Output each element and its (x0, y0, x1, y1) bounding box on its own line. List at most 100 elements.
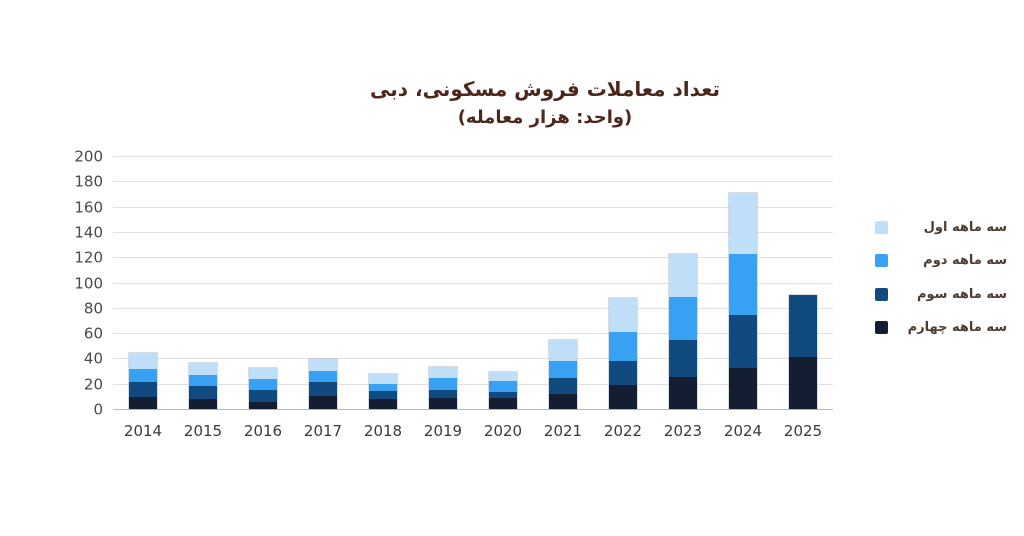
bar-segment-q3-2021 (549, 378, 577, 395)
legend-item-q4: سه ماهه چهارم (875, 320, 1007, 335)
bar-segment-q2-2016 (249, 378, 277, 390)
bar-segment-q2-2023 (669, 296, 697, 341)
bar-segment-q1-2021 (549, 340, 577, 362)
y-axis-tick-label-80: 80 (83, 299, 103, 318)
bar-segment-q1-2020 (489, 371, 517, 382)
bar-segment-q1-2016 (249, 368, 277, 379)
gridline-40 (113, 358, 833, 360)
bar-segment-q3-2025 (789, 294, 817, 357)
x-axis-label-2020: 2020 (483, 422, 523, 440)
x-axis: 2014 2015 2016 2017 2018 2019 2020 2021 2022 2023… (113, 424, 833, 446)
bar-2016 (248, 367, 278, 410)
bar-segment-q1-2015 (189, 362, 217, 376)
chart-title-line1: تعداد معاملات فروش مسکونی، دبی (370, 77, 720, 101)
bar-segment-q4-2021 (549, 394, 577, 409)
legend-label-q4: سه ماهه چهارم (907, 320, 1007, 336)
x-axis-label-2015: 2015 (183, 422, 223, 440)
bar-2018 (368, 373, 398, 410)
x-axis-label-2019: 2019 (423, 422, 463, 440)
gridline-0 (113, 409, 833, 410)
bar-2021 (548, 339, 578, 410)
bar-2019 (428, 365, 458, 410)
y-axis: 0 20 40 60 80 100 120 140 160 180 200 (40, 149, 103, 417)
legend-item-q1: سه ماهه اول (875, 220, 1007, 235)
gridline-80 (113, 307, 833, 309)
y-axis-tick-label-40: 40 (83, 349, 103, 368)
bar-segment-q4-2024 (729, 367, 757, 409)
bar-segment-q4-2022 (609, 385, 637, 409)
legend-item-q2: سه ماهه دوم (875, 253, 1007, 268)
x-axis-label-2017: 2017 (303, 422, 343, 440)
bar-segment-q1-2017 (309, 359, 337, 372)
bar-segment-q2-2021 (549, 361, 577, 379)
gridline-20 (113, 383, 833, 385)
bar-segment-q1-2014 (128, 352, 157, 369)
bar-segment-q1-2022 (609, 298, 637, 332)
bar-segment-q2-2019 (429, 377, 457, 390)
bar-2015 (188, 361, 218, 410)
bar-segment-q2-2020 (489, 381, 517, 393)
bar-segment-q4-2017 (309, 395, 337, 409)
legend-swatch-q4 (875, 321, 888, 335)
bar-2024 (728, 192, 758, 410)
x-axis-label-2024: 2024 (723, 422, 763, 440)
bar-segment-q3-2023 (669, 340, 697, 377)
bar-2023 (668, 253, 698, 410)
y-axis-tick-label-100: 100 (74, 274, 103, 292)
bar-segment-q3-2015 (189, 385, 217, 400)
y-axis-tick-label-160: 160 (74, 198, 103, 217)
bar-segment-q1-2024 (729, 193, 757, 254)
bar-segment-q2-2014 (128, 368, 157, 383)
legend-item-q3: سه ماهه سوم (875, 287, 1007, 302)
bar-segment-q2-2022 (609, 331, 637, 361)
bar-segment-q1-2019 (429, 366, 457, 378)
bar-segment-q2-2017 (309, 371, 337, 383)
x-axis-label-2022: 2022 (603, 422, 643, 440)
y-axis-tick-label-60: 60 (83, 324, 103, 343)
legend-label-q3: سه ماهه سوم (916, 286, 1007, 302)
bar-segment-q4-2019 (429, 398, 457, 410)
y-axis-tick-label-140: 140 (74, 223, 103, 242)
bar-segment-q3-2018 (369, 391, 397, 400)
bar-segment-q4-2020 (489, 398, 517, 409)
gridline-140 (113, 231, 833, 233)
bar-2017 (308, 358, 338, 410)
bar-segment-q4-2023 (669, 376, 697, 409)
gridline-180 (113, 181, 833, 183)
legend-swatch-q1 (875, 221, 888, 234)
x-axis-label-2014: 2014 (123, 422, 163, 440)
gridline-200 (113, 156, 833, 157)
bar-segment-q4-2014 (128, 396, 157, 409)
legend-swatch-q3 (875, 287, 888, 301)
bar-segment-q3-2020 (489, 392, 517, 399)
bar-2025 (788, 293, 818, 410)
y-axis-tick-label-200: 200 (74, 147, 103, 166)
legend-swatch-q2 (875, 254, 888, 268)
gridline-160 (113, 206, 833, 208)
bar-2020 (488, 370, 518, 410)
chart-title-subtitle: (واحد: هزار معامله) (457, 107, 633, 128)
x-axis-label-2016: 2016 (243, 422, 283, 440)
bar-segment-q4-2018 (369, 399, 397, 409)
gridline-120 (113, 257, 833, 259)
y-axis-tick-label-120: 120 (74, 248, 103, 267)
bar-segment-q3-2019 (429, 389, 457, 399)
gridline-60 (113, 333, 833, 335)
x-axis-label-2023: 2023 (663, 422, 703, 440)
bar-segment-q1-2023 (669, 254, 697, 297)
bar-segment-q3-2024 (729, 315, 757, 368)
bar-segment-q2-2015 (189, 375, 217, 386)
bar-segment-q3-2014 (128, 382, 157, 397)
y-axis-tick-label-20: 20 (83, 375, 103, 394)
bar-segment-q4-2015 (189, 399, 217, 409)
y-axis-tick-label-180: 180 (74, 172, 103, 191)
bar-segment-q2-2018 (369, 383, 397, 392)
bar-segment-q3-2017 (309, 382, 337, 396)
bar-segment-q1-2018 (369, 374, 397, 384)
chart-title: تعداد معاملات فروش مسکونی، دبی (واحد: هز… (370, 74, 720, 131)
x-axis-label-2021: 2021 (543, 422, 583, 440)
bar-segment-q3-2022 (609, 360, 637, 386)
bar-segment-q4-2025 (789, 356, 817, 409)
x-axis-label-2025: 2025 (783, 422, 823, 440)
